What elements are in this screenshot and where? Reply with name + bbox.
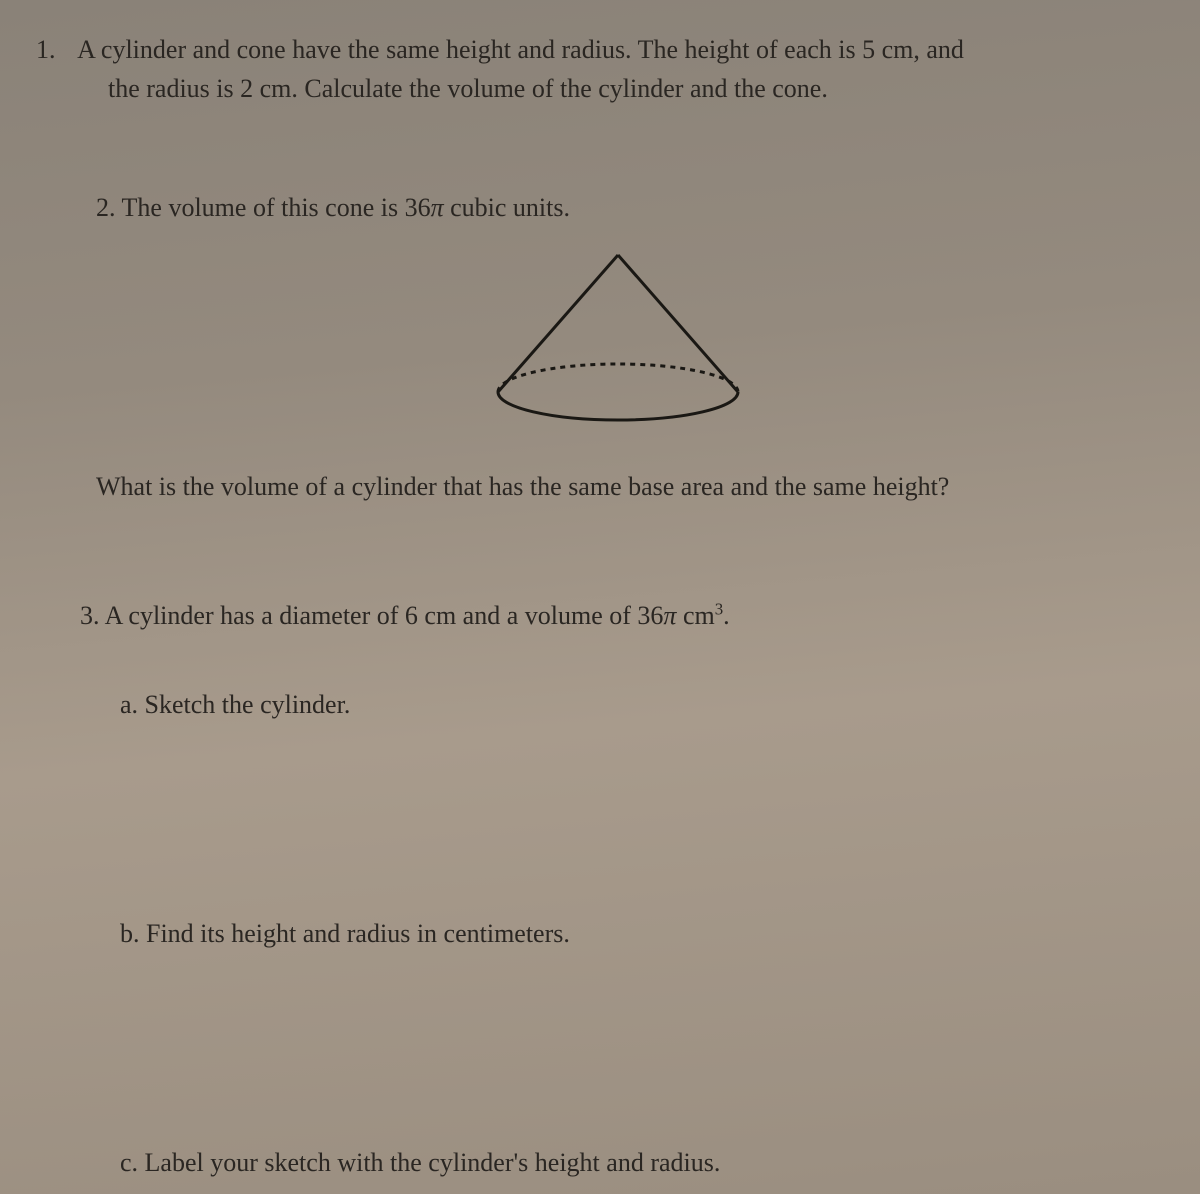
q2-followup: What is the volume of a cylinder that ha… <box>96 467 1140 506</box>
q3-number: 3. <box>80 596 100 635</box>
question-3: 3. A cylinder has a diameter of 6 cm and… <box>80 596 1140 1182</box>
q1-line2: the radius is 2 cm. Calculate the volume… <box>60 69 1140 108</box>
question-2: 2. The volume of this cone is 36π cubic … <box>96 188 1140 506</box>
q3-part-c: c. Label your sketch with the cylinder's… <box>120 1143 1140 1182</box>
q2-number: 2. <box>96 188 116 227</box>
q3-period: . <box>723 601 730 630</box>
q1-line1: 1. A cylinder and cone have the same hei… <box>96 30 1140 69</box>
q3-statement: 3. A cylinder has a diameter of 6 cm and… <box>80 596 1140 635</box>
q2-text-suffix: cubic units. <box>444 193 570 222</box>
q2-text-prefix: The volume of this cone is 36 <box>122 193 431 222</box>
q3c-text: Label your sketch with the cylinder's he… <box>145 1148 721 1177</box>
q3-part-a: a. Sketch the cylinder. <box>120 685 1140 724</box>
q3c-label: c. <box>120 1148 138 1177</box>
q3-unit: cm <box>676 601 714 630</box>
cone-icon <box>488 247 748 427</box>
q3-exponent: 3 <box>715 599 723 618</box>
cone-figure <box>96 247 1140 427</box>
q3-text-prefix: A cylinder has a diameter of 6 cm and a … <box>105 601 664 630</box>
q3-part-b: b. Find its height and radius in centime… <box>120 914 1140 953</box>
q2-pi: π <box>431 193 444 222</box>
q3b-text: Find its height and radius in centimeter… <box>146 919 570 948</box>
q3-pi: π <box>663 601 676 630</box>
q3b-label: b. <box>120 919 140 948</box>
q1-text-line1: A cylinder and cone have the same height… <box>77 35 964 64</box>
question-1: 1. A cylinder and cone have the same hei… <box>60 30 1140 108</box>
q2-statement: 2. The volume of this cone is 36π cubic … <box>96 188 1140 227</box>
q3a-text: Sketch the cylinder. <box>145 690 351 719</box>
q3a-label: a. <box>120 690 138 719</box>
